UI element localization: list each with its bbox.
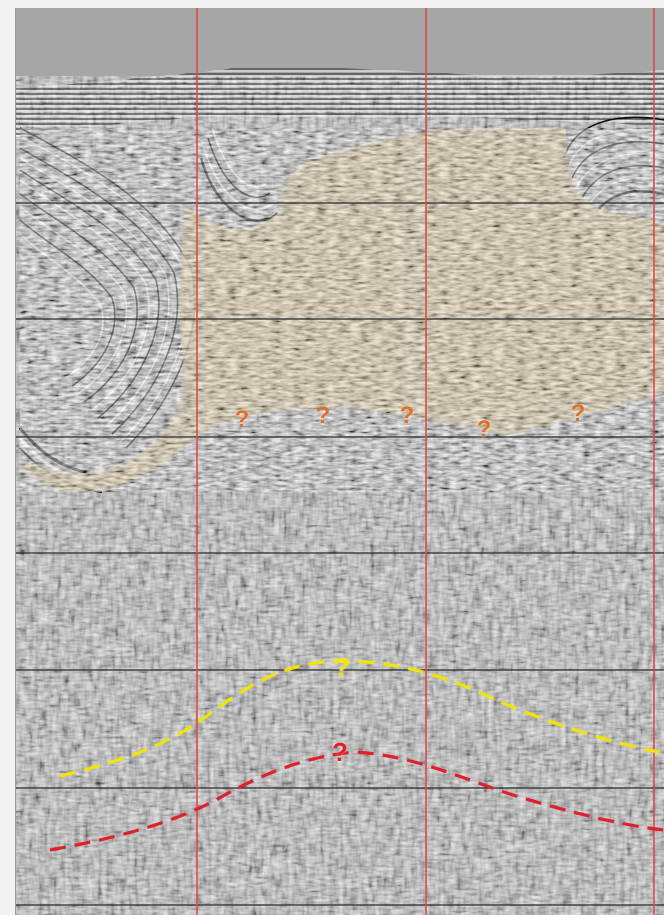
base-salt-question-mark-3: ? [399,402,415,429]
base-salt-question-mark-2: ? [315,402,331,429]
lower-horizon-question-mark: ? [332,737,348,767]
salt-texture [20,128,664,492]
seismic-section: ? ? ? ? ? ? ? [16,8,664,915]
upper-horizon-question-mark: ? [334,652,350,682]
water-column [16,8,664,76]
right-minibasin [563,116,664,213]
shallow-reflectors [16,67,664,138]
seismic-canvas [16,8,664,915]
upper-horizon-dashed [59,659,664,778]
base-salt-question-mark-5: ? [570,400,586,427]
central-bowl [199,127,279,222]
lower-horizon-dashed [49,750,664,852]
base-salt-question-mark-1: ? [234,406,250,433]
horizontal-gridlines [16,202,664,906]
base-salt-question-mark-4: ? [476,416,492,443]
well-lines [196,8,655,915]
